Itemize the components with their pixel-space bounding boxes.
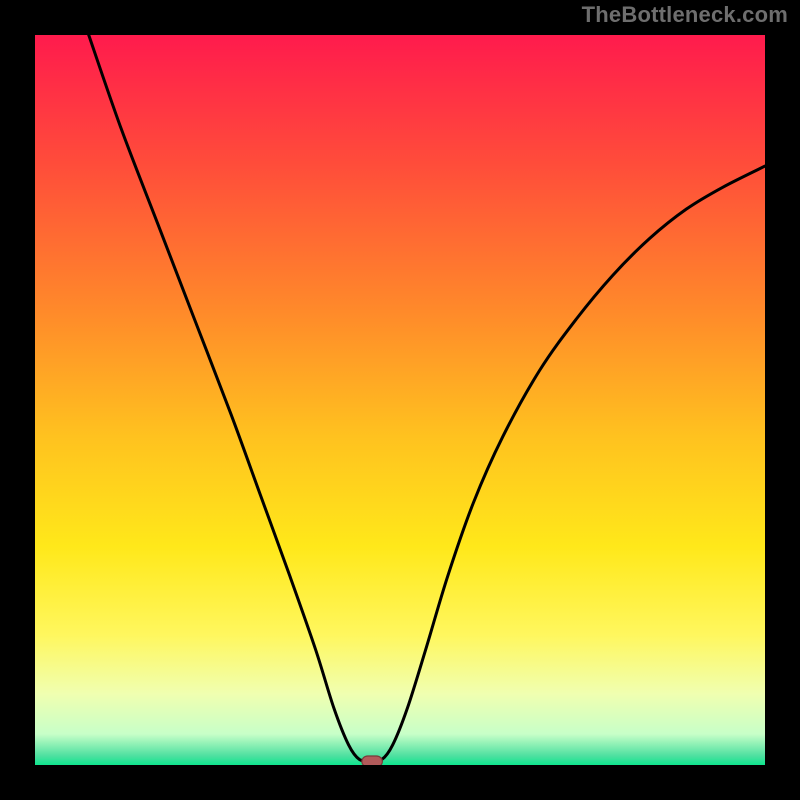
watermark-text: TheBottleneck.com: [582, 2, 788, 28]
chart-stage: TheBottleneck.com: [0, 0, 800, 800]
chart-svg: [0, 0, 800, 800]
plot-gradient-background: [33, 33, 767, 767]
